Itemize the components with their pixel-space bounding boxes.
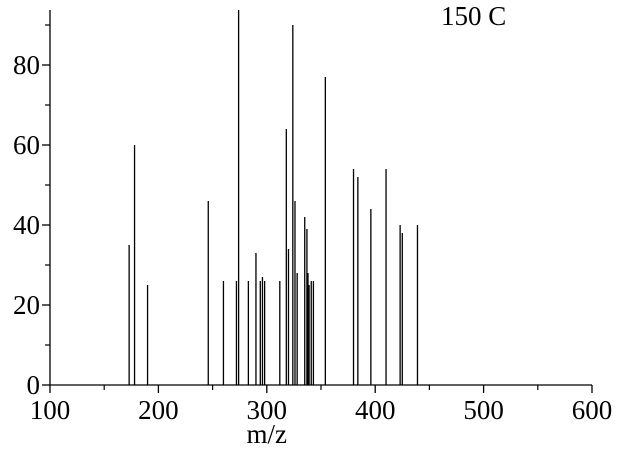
- x-tick-label: 200: [138, 395, 179, 425]
- y-tick-label: 80: [13, 50, 40, 80]
- x-tick-label: 300: [247, 395, 288, 425]
- y-tick-label: 0: [27, 370, 41, 400]
- labels-layer: 100 200 300 400 500 600 0 20 40 60 80 m/z 150 C: [13, 1, 612, 449]
- x-tick-label: 600: [572, 395, 613, 425]
- y-tick-label: 60: [13, 130, 40, 160]
- x-tick-label: 400: [355, 395, 396, 425]
- x-tick-label: 100: [30, 395, 71, 425]
- y-tick-label: 20: [13, 290, 40, 320]
- temperature-annotation: 150 C: [441, 1, 506, 31]
- x-axis-title: m/z: [247, 419, 288, 449]
- axes-layer: [42, 10, 593, 393]
- y-tick-label: 40: [13, 210, 40, 240]
- bars-layer: [128, 10, 419, 385]
- x-tick-label: 500: [463, 395, 504, 425]
